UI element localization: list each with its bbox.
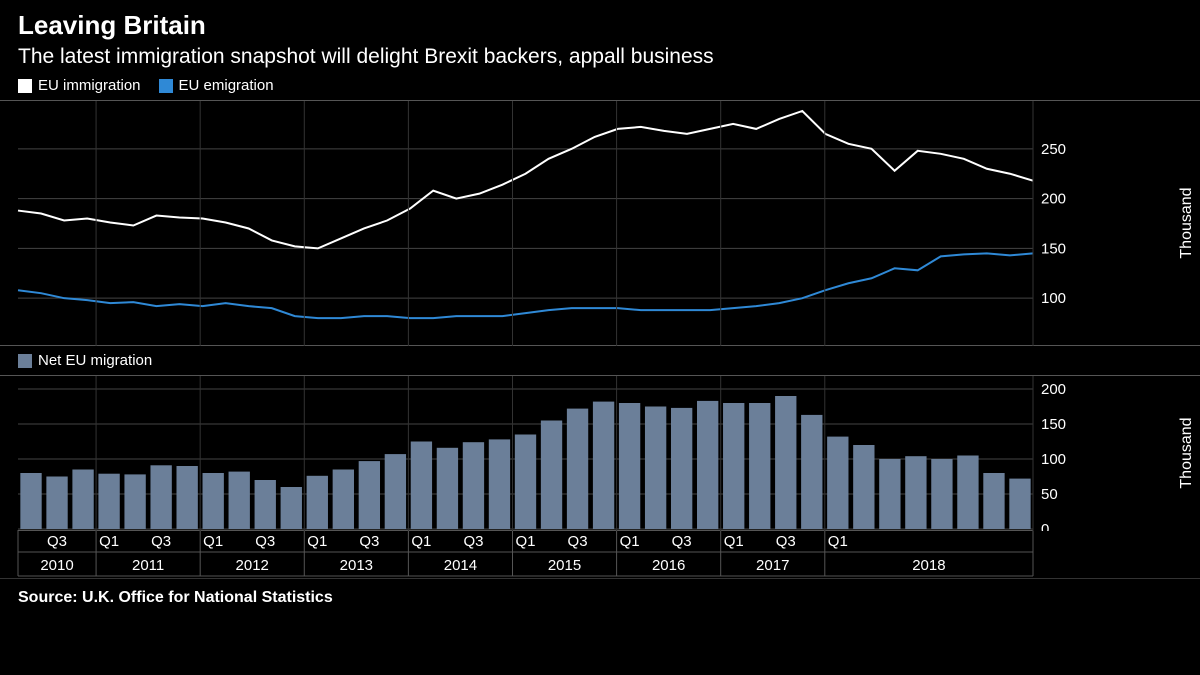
svg-text:2015: 2015 (548, 557, 581, 574)
svg-text:Q3: Q3 (47, 533, 67, 550)
line-chart-legend: EU immigration EU emigration (0, 75, 1200, 100)
legend-item-netmigration: Net EU migration (18, 352, 152, 369)
legend-item-emigration: EU emigration (159, 77, 274, 94)
source-text: Source: U.K. Office for National Statist… (18, 589, 333, 606)
svg-text:200: 200 (1041, 381, 1066, 398)
svg-text:Q1: Q1 (203, 533, 223, 550)
svg-text:2016: 2016 (652, 557, 685, 574)
svg-text:Q1: Q1 (620, 533, 640, 550)
svg-text:Q3: Q3 (672, 533, 692, 550)
legend-item-immigration: EU immigration (18, 77, 141, 94)
line-chart-y-label: Thousand (1178, 187, 1196, 258)
svg-text:2014: 2014 (444, 557, 477, 574)
legend-swatch-netmigration (18, 354, 32, 368)
x-axis-svg: 2010 Q3 2011 Q1 Q3 2012 Q1 Q3 2013 Q1 Q3 2014 Q1 Q3 20… (0, 530, 1200, 578)
bar-chart-area: 0 50 100 150 200 Thousand (0, 375, 1200, 530)
svg-text:200: 200 (1041, 191, 1066, 208)
svg-text:Q3: Q3 (776, 533, 796, 550)
svg-text:Q1: Q1 (411, 533, 431, 550)
svg-text:100: 100 (1041, 451, 1066, 468)
svg-text:Q3: Q3 (359, 533, 379, 550)
chart-subtitle: The latest immigration snapshot will del… (18, 45, 1182, 69)
legend-label-immigration: EU immigration (38, 77, 141, 94)
svg-text:Q1: Q1 (99, 533, 119, 550)
svg-text:Q3: Q3 (568, 533, 588, 550)
legend-swatch-immigration (18, 79, 32, 93)
bar-chart-y-label: Thousand (1178, 417, 1196, 488)
legend-swatch-emigration (159, 79, 173, 93)
chart-header: Leaving Britain The latest immigration s… (0, 0, 1200, 75)
line-chart-area: 100 150 200 250 Thousand (0, 100, 1200, 345)
svg-text:2013: 2013 (340, 557, 373, 574)
line-chart-svg: 100 150 200 250 (0, 101, 1200, 346)
legend-label-netmigration: Net EU migration (38, 352, 152, 369)
chart-container: Leaving Britain The latest immigration s… (0, 0, 1200, 675)
svg-text:Q3: Q3 (463, 533, 483, 550)
svg-text:150: 150 (1041, 240, 1066, 257)
chart-footer: Source: U.K. Office for National Statist… (0, 578, 1200, 617)
bar-chart-legend: Net EU migration (0, 345, 1200, 375)
svg-text:2011: 2011 (132, 557, 164, 574)
svg-text:2017: 2017 (756, 557, 789, 574)
svg-text:Q1: Q1 (828, 533, 848, 550)
chart-title: Leaving Britain (18, 10, 1182, 41)
svg-text:Q1: Q1 (515, 533, 535, 550)
bar-chart-svg: 0 50 100 150 200 (0, 376, 1200, 531)
svg-text:0: 0 (1041, 521, 1049, 531)
svg-text:50: 50 (1041, 486, 1058, 503)
x-axis-area: 2010 Q3 2011 Q1 Q3 2012 Q1 Q3 2013 Q1 Q3 2014 Q1 Q3 20… (0, 530, 1200, 578)
svg-text:100: 100 (1041, 290, 1066, 307)
svg-text:Q1: Q1 (724, 533, 744, 550)
svg-text:Q3: Q3 (151, 533, 171, 550)
svg-text:Q1: Q1 (307, 533, 327, 550)
svg-text:250: 250 (1041, 141, 1066, 158)
svg-text:2012: 2012 (236, 557, 269, 574)
svg-text:150: 150 (1041, 416, 1066, 433)
svg-text:2018: 2018 (912, 557, 945, 574)
svg-text:2010: 2010 (40, 557, 73, 574)
legend-label-emigration: EU emigration (179, 77, 274, 94)
svg-text:Q3: Q3 (255, 533, 275, 550)
